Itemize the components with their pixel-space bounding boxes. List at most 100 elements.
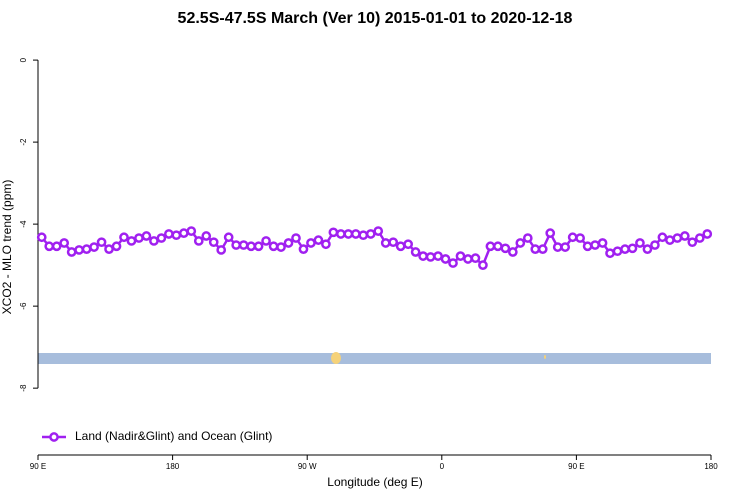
data-point	[455, 251, 466, 261]
data-point	[134, 233, 144, 243]
data-point	[208, 237, 219, 248]
data-point	[537, 244, 548, 254]
chart-title: 52.5S-47.5S March (Ver 10) 2015-01-01 to…	[178, 10, 573, 27]
data-point	[149, 236, 159, 246]
data-point	[246, 241, 256, 252]
data-point	[268, 241, 279, 252]
data-point	[306, 238, 316, 248]
legend-marker	[49, 432, 59, 442]
data-point	[620, 244, 630, 254]
data-point	[126, 236, 137, 246]
data-point	[530, 244, 541, 254]
data-point	[111, 241, 122, 252]
data-point	[612, 246, 623, 257]
data-point	[358, 230, 369, 241]
data-point	[440, 254, 451, 264]
data-point	[298, 244, 309, 254]
data-point	[51, 241, 62, 252]
data-point	[575, 233, 585, 243]
data-point	[343, 229, 354, 239]
data-point	[597, 238, 608, 248]
data-point	[66, 247, 77, 257]
x-tick-label: 90 E	[568, 462, 584, 471]
data-point	[552, 242, 563, 252]
data-point	[560, 242, 571, 252]
data-point	[44, 241, 55, 252]
data-point	[493, 241, 503, 252]
data-point	[164, 229, 174, 239]
data-point	[642, 244, 653, 254]
data-point	[141, 231, 152, 241]
data-point	[276, 242, 286, 252]
x-axis-label: Longitude (deg E)	[327, 475, 422, 489]
data-point	[605, 248, 615, 259]
coverage-band	[38, 353, 711, 364]
data-point	[156, 233, 167, 243]
data-point	[283, 238, 294, 248]
y-tick-label: -4	[19, 220, 28, 228]
y-tick-label: -2	[19, 138, 28, 146]
data-point	[231, 240, 242, 250]
data-point	[59, 238, 70, 248]
data-point	[478, 260, 488, 270]
data-point	[201, 231, 212, 241]
data-point	[433, 251, 443, 261]
data-point	[500, 243, 511, 254]
data-point	[238, 240, 249, 250]
data-point	[694, 233, 705, 243]
data-point	[665, 235, 675, 245]
data-point	[687, 237, 698, 248]
data-point	[104, 244, 114, 254]
data-point	[186, 226, 197, 236]
data-point	[380, 238, 391, 248]
data-point	[679, 231, 690, 241]
data-point	[96, 237, 107, 248]
data-point	[193, 236, 204, 246]
data-point	[119, 232, 129, 243]
data-point	[567, 232, 578, 243]
data-point	[74, 245, 84, 255]
y-tick-label: -8	[19, 384, 28, 392]
legend-label: Land (Nadir&Glint) and Ocean (Glint)	[75, 429, 272, 443]
data-point	[171, 230, 182, 241]
data-point	[590, 240, 600, 250]
data-point	[178, 228, 189, 238]
data-point	[448, 258, 458, 268]
data-point	[313, 235, 324, 245]
data-point	[373, 226, 384, 236]
data-point	[470, 253, 481, 264]
x-tick-label: 180	[166, 462, 180, 471]
data-point	[582, 241, 593, 252]
data-point	[418, 251, 428, 261]
y-tick-label: 0	[19, 57, 28, 62]
x-tick-label: 0	[440, 462, 445, 471]
data-point	[507, 247, 518, 257]
data-point	[627, 243, 638, 254]
data-point	[702, 229, 713, 239]
data-point	[410, 247, 421, 257]
data-point	[650, 240, 660, 250]
data-point	[403, 239, 413, 250]
data-point	[365, 229, 376, 239]
data-point	[81, 244, 92, 254]
data-point	[253, 241, 264, 252]
data-point	[223, 232, 234, 243]
data-point	[635, 238, 645, 248]
data-point	[321, 239, 331, 250]
data-point	[657, 232, 668, 243]
data-point	[350, 229, 361, 239]
x-tick-label: 90 E	[30, 462, 46, 471]
data-point	[515, 238, 526, 248]
y-tick-label: -6	[19, 302, 28, 310]
coverage-spot	[331, 352, 341, 364]
data-point	[485, 241, 496, 252]
data-point	[216, 245, 227, 255]
data-point	[328, 227, 339, 238]
data-point	[291, 233, 301, 243]
data-point	[463, 254, 473, 264]
coverage-spot	[544, 355, 546, 359]
x-tick-label: 180	[704, 462, 718, 471]
x-tick-label: 90 W	[298, 462, 317, 471]
data-point	[336, 229, 346, 239]
